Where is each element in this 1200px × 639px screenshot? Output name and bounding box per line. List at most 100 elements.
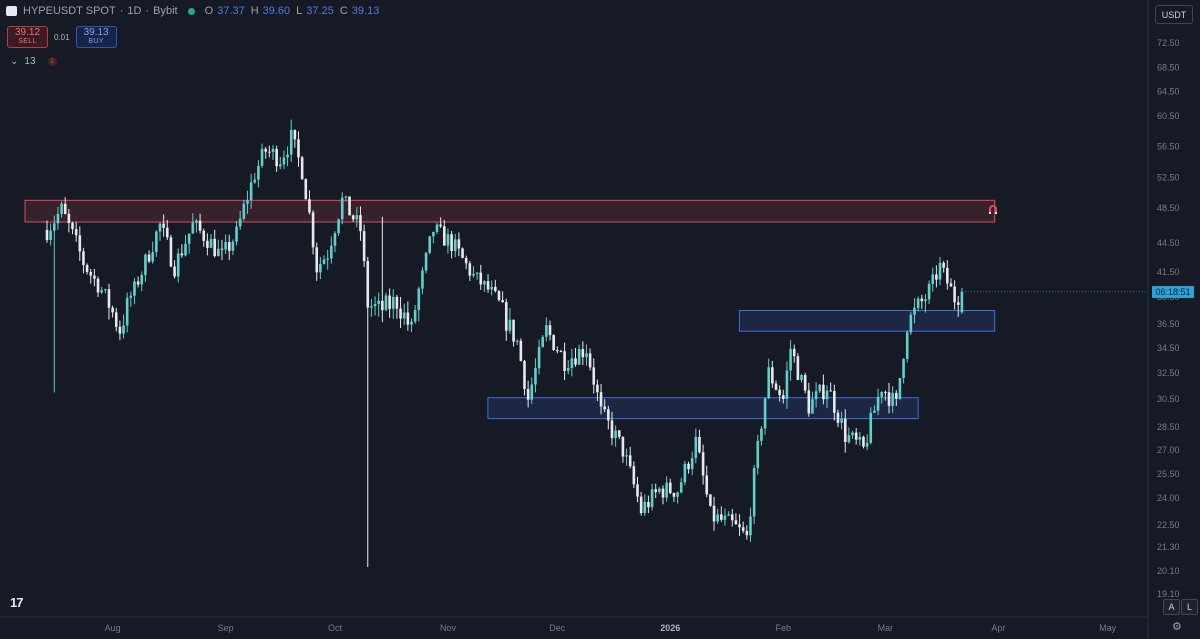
high-value: 39.60 bbox=[262, 5, 291, 17]
candle-body bbox=[351, 215, 355, 220]
candle-body bbox=[260, 148, 264, 166]
candle-body bbox=[289, 129, 293, 155]
candle-body bbox=[151, 252, 155, 262]
candle-body bbox=[607, 409, 610, 421]
candle-body bbox=[614, 430, 617, 439]
candle-body bbox=[275, 148, 278, 167]
interval[interactable]: 1D bbox=[127, 5, 142, 17]
candle-body bbox=[661, 488, 665, 498]
candle-body bbox=[949, 283, 953, 287]
candle-body bbox=[818, 384, 822, 392]
sell-price: 39.12 bbox=[14, 27, 41, 38]
candle-body bbox=[96, 278, 100, 293]
price-tick-label: 28.50 bbox=[1157, 422, 1180, 432]
candle-body bbox=[625, 455, 628, 457]
candle-body bbox=[705, 475, 709, 495]
candle-body bbox=[238, 218, 242, 227]
candle-body bbox=[931, 274, 935, 284]
support-zone[interactable] bbox=[487, 397, 919, 420]
log-scale-button[interactable]: L bbox=[1181, 599, 1198, 615]
auto-scale-button[interactable]: A bbox=[1163, 599, 1180, 615]
candle-body bbox=[249, 182, 253, 201]
candle-body bbox=[946, 267, 949, 284]
candle-body bbox=[202, 230, 206, 241]
candle-body bbox=[847, 435, 851, 443]
low-value: 37.25 bbox=[306, 5, 334, 17]
candle-body bbox=[603, 406, 606, 410]
candle-body bbox=[592, 367, 596, 385]
candle-body bbox=[854, 432, 858, 440]
symbol-name[interactable]: HYPEUSDT SPOT bbox=[23, 5, 116, 17]
candle-body bbox=[956, 302, 960, 305]
candle-body bbox=[227, 241, 231, 251]
candle-body bbox=[304, 179, 308, 200]
time-tick-label: Dec bbox=[549, 623, 566, 633]
candle-body bbox=[665, 482, 668, 498]
candle-body bbox=[778, 389, 781, 396]
low-label: L bbox=[296, 5, 303, 17]
candle-body bbox=[89, 271, 93, 276]
candle-body bbox=[960, 291, 964, 313]
price-tick-label: 48.50 bbox=[1157, 203, 1180, 213]
candle-body bbox=[610, 420, 614, 439]
resistance-zone[interactable] bbox=[24, 199, 996, 223]
candle-body bbox=[730, 514, 734, 521]
candle-body bbox=[654, 489, 658, 492]
candle-body bbox=[344, 196, 348, 198]
candle-body bbox=[508, 319, 512, 331]
candle-body bbox=[446, 234, 450, 246]
candle-body bbox=[155, 231, 158, 253]
candle-body bbox=[760, 428, 763, 441]
candle-body bbox=[862, 436, 865, 447]
support-zone[interactable] bbox=[738, 310, 996, 332]
candle-body bbox=[421, 270, 424, 289]
trade-panel: 39.12 SELL 0.01 39.13 BUY bbox=[7, 26, 117, 48]
candle-body bbox=[315, 247, 319, 273]
candle-body bbox=[60, 203, 63, 214]
gear-icon[interactable]: ⚙ bbox=[1172, 621, 1182, 633]
candle-body bbox=[435, 224, 439, 232]
candle-body bbox=[362, 231, 366, 262]
candle-body bbox=[406, 312, 410, 325]
candle-body bbox=[242, 203, 246, 219]
candle-body bbox=[486, 281, 490, 290]
candle-body bbox=[599, 392, 603, 407]
candle-body bbox=[104, 289, 107, 291]
indicators-toggle[interactable]: ⌄ 13 1 bbox=[10, 56, 57, 67]
time-tick-label: Mar bbox=[878, 623, 894, 633]
candle-body bbox=[410, 321, 413, 325]
candle-body bbox=[556, 350, 559, 352]
candle-body bbox=[781, 395, 785, 399]
sell-button[interactable]: 39.12 SELL bbox=[7, 26, 48, 48]
candle-body bbox=[326, 258, 329, 260]
candle-body bbox=[443, 226, 446, 246]
magnet-icon[interactable] bbox=[987, 203, 999, 215]
candle-body bbox=[235, 226, 238, 242]
candle-body bbox=[370, 306, 373, 308]
candle-body bbox=[173, 266, 176, 277]
candle-body bbox=[125, 297, 129, 326]
candle-body bbox=[851, 432, 854, 436]
candle-body bbox=[187, 233, 191, 244]
price-tick-label: 56.50 bbox=[1157, 142, 1180, 152]
order-quantity[interactable]: 0.01 bbox=[54, 32, 70, 42]
candle-body bbox=[581, 349, 585, 358]
candle-body bbox=[745, 531, 749, 536]
candle-body bbox=[490, 286, 493, 290]
candle-body bbox=[898, 378, 902, 399]
candle-body bbox=[541, 336, 545, 348]
candle-body bbox=[811, 399, 814, 414]
candle-body bbox=[111, 307, 114, 313]
candle-body bbox=[789, 348, 792, 371]
price-tick-label: 41.50 bbox=[1157, 267, 1180, 277]
candle-body bbox=[577, 349, 581, 365]
candle-body bbox=[891, 392, 894, 406]
candle-body bbox=[530, 384, 534, 400]
buy-button[interactable]: 39.13 BUY bbox=[75, 26, 117, 48]
currency-selector[interactable]: USDT bbox=[1155, 5, 1193, 24]
candle-body bbox=[534, 368, 537, 385]
candle-body bbox=[348, 196, 351, 216]
candle-body bbox=[180, 253, 184, 256]
candle-body bbox=[118, 326, 122, 334]
